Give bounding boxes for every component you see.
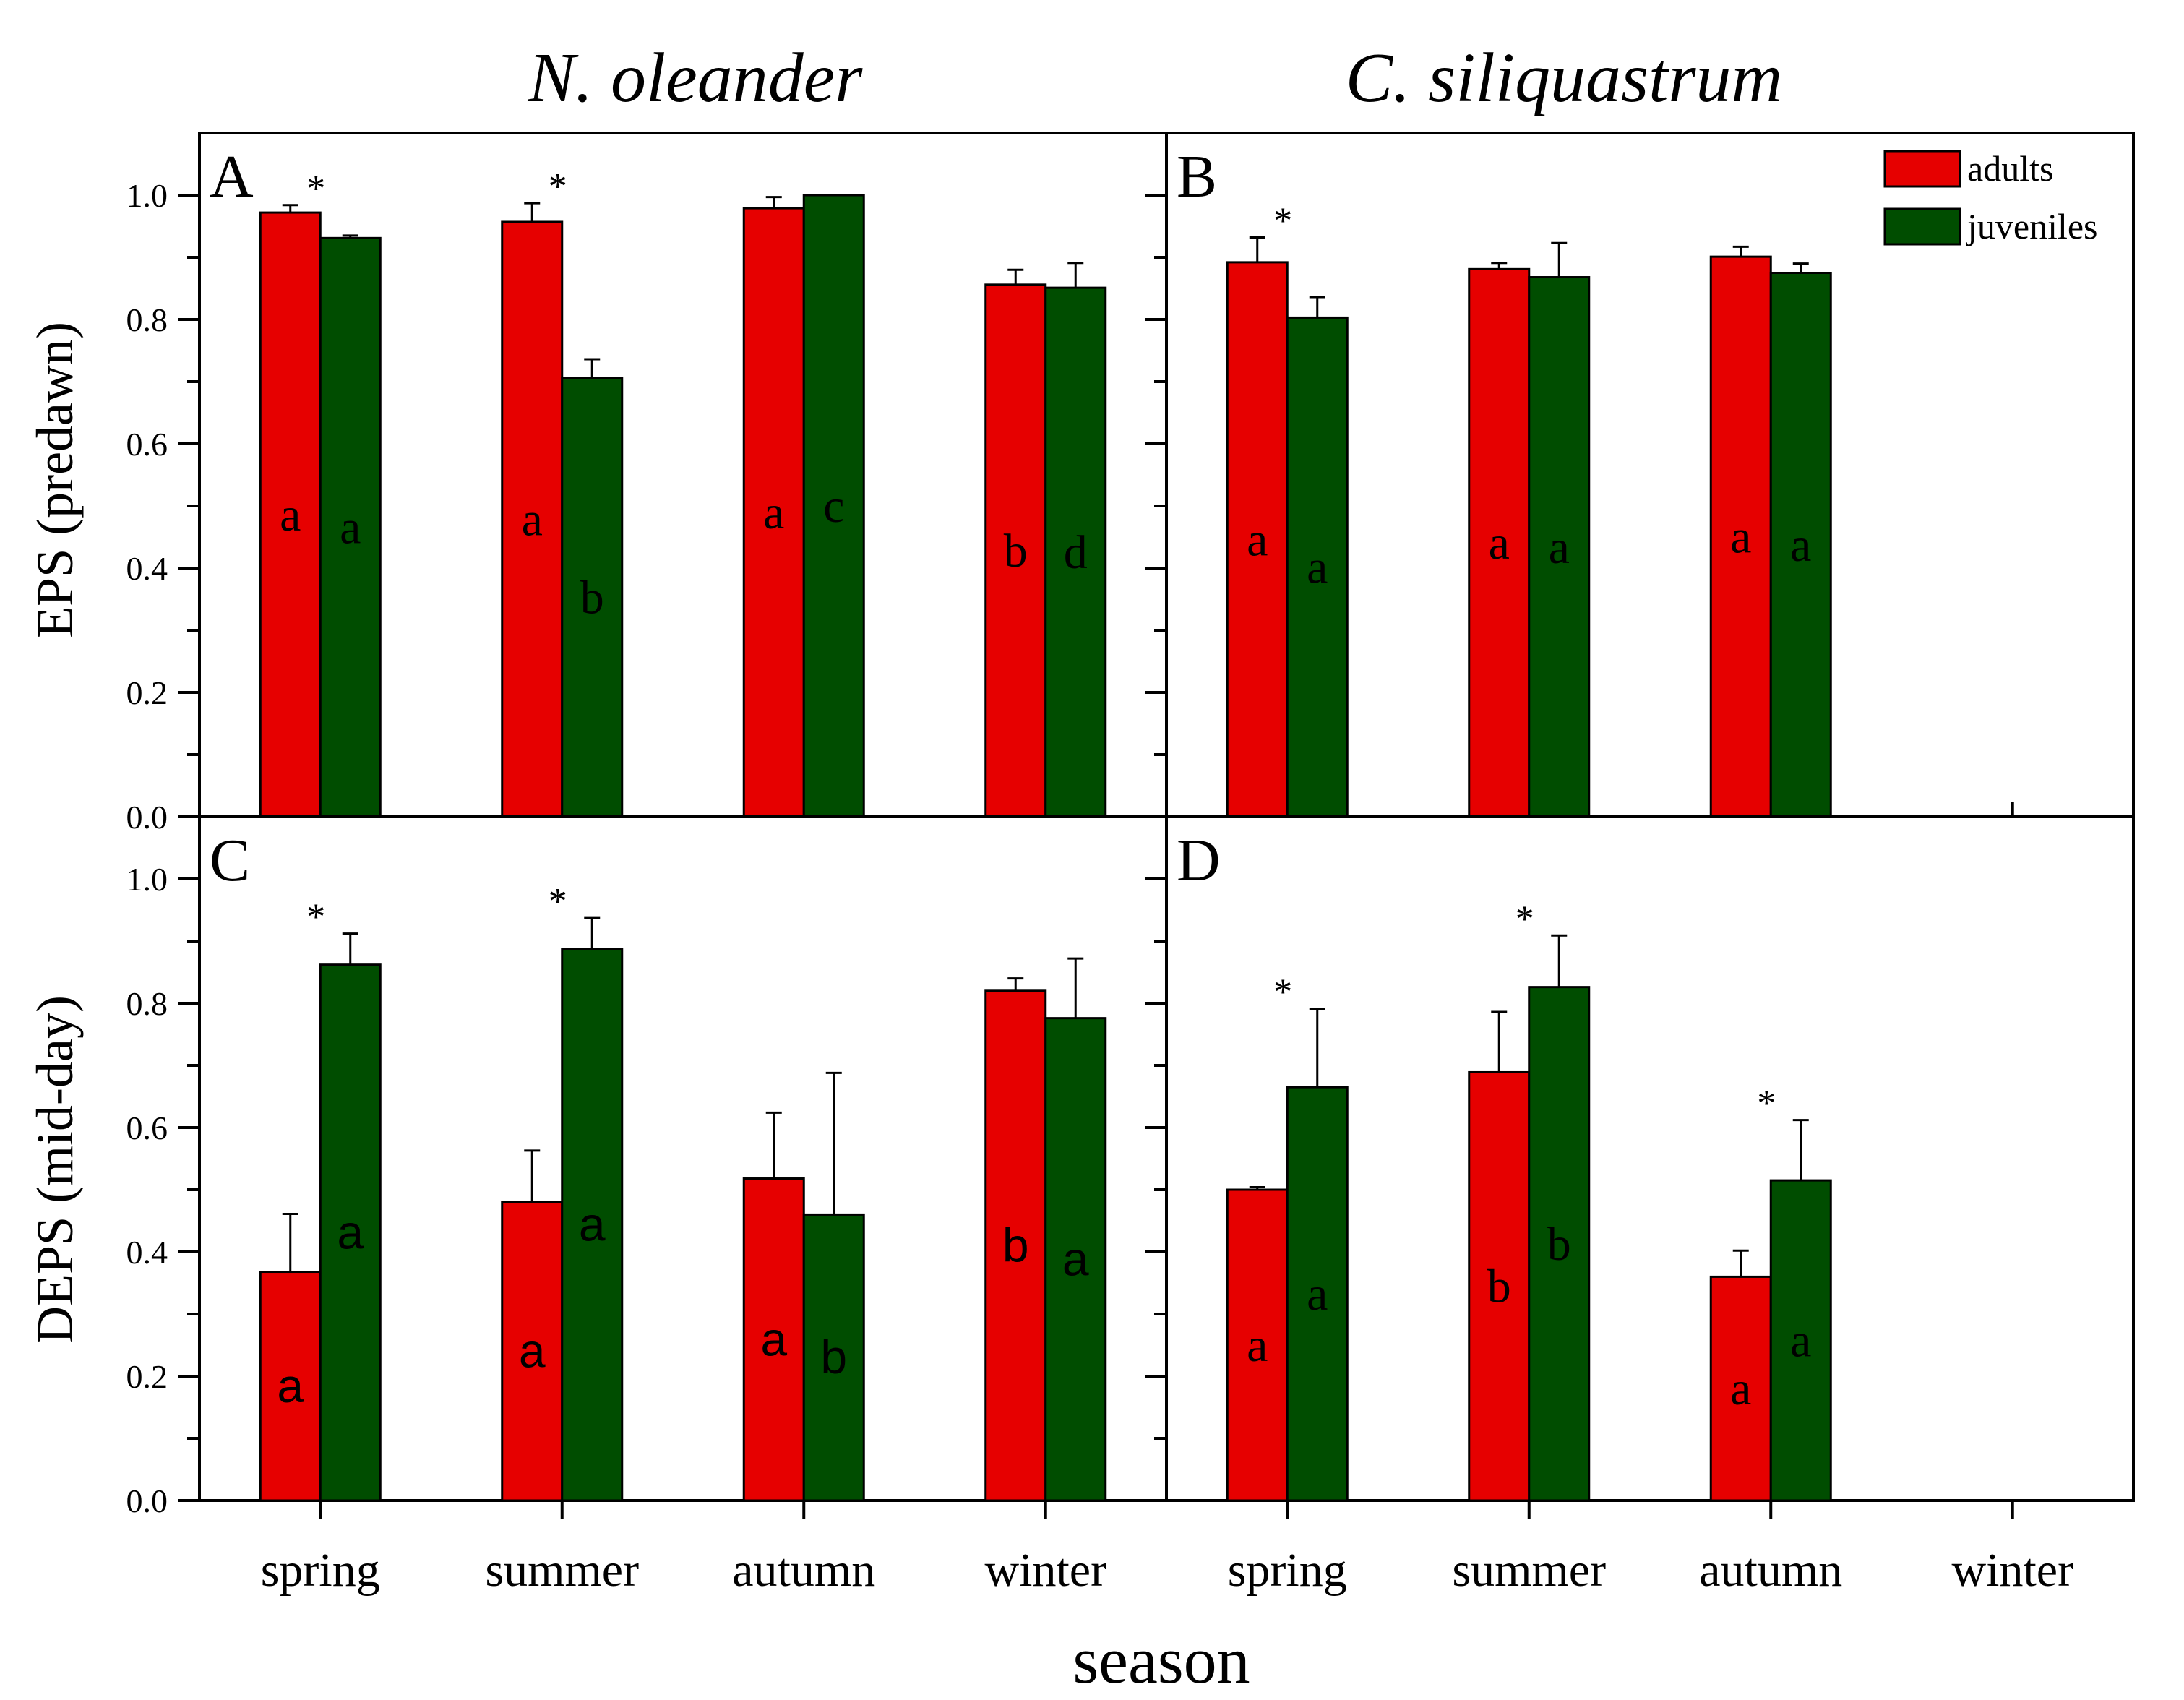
significance-letter-b-juveniles-1: a — [1549, 521, 1570, 574]
bar-d-adults-2 — [1709, 1275, 1772, 1502]
significance-letter-b-juveniles-2: a — [1790, 519, 1811, 572]
significance-letter-c-adults-3: b — [1002, 1218, 1029, 1271]
y-tick-label-a-10: 1.0 — [126, 177, 168, 214]
bar-d-adults-0 — [1226, 1188, 1289, 1502]
significance-star-d-0: * — [1273, 972, 1292, 1013]
significance-letter-b-adults-0: a — [1247, 513, 1268, 566]
x-tick-label-c-summer: summer — [485, 1544, 639, 1597]
significance-star-c-1: * — [549, 881, 567, 922]
x-axis-title: season — [1072, 1623, 1250, 1697]
bar-c-adults-1 — [501, 1201, 564, 1502]
bar-c-adults-3 — [984, 989, 1047, 1502]
y-axis-title-bottom: DEPS (mid-day) — [26, 995, 84, 1344]
significance-letter-d-adults-2: a — [1730, 1362, 1751, 1415]
y-tick-label-a-8: 0.8 — [126, 301, 168, 338]
bar-c-juveniles-0 — [319, 963, 382, 1502]
bar-a-juveniles-1 — [561, 377, 624, 818]
bar-a-adults-2 — [742, 207, 805, 818]
significance-letter-c-adults-0: a — [277, 1359, 304, 1412]
bar-d-juveniles-0 — [1286, 1086, 1349, 1502]
y-tick-label-a-6: 0.6 — [126, 426, 168, 463]
bar-b-juveniles-0 — [1286, 316, 1349, 818]
x-tick-label-d-autumn: autumn — [1699, 1544, 1842, 1597]
significance-letter-c-juveniles-3: a — [1062, 1232, 1089, 1285]
bar-b-adults-2 — [1709, 255, 1772, 818]
significance-star-a-0: * — [306, 168, 325, 210]
y-tick-label-a-0: 0.0 — [126, 799, 168, 836]
y-tick-label-a-2: 0.2 — [126, 674, 168, 711]
bar-c-juveniles-2 — [802, 1213, 865, 1502]
panel-letter-b: B — [1177, 143, 1217, 210]
legend-label-juveniles: juveniles — [1966, 206, 2098, 246]
y-tick-label-c-2: 0.2 — [126, 1358, 168, 1395]
bar-b-adults-1 — [1468, 267, 1531, 818]
significance-letter-b-adults-2: a — [1730, 511, 1751, 564]
legend-swatch-juveniles — [1883, 207, 1961, 246]
y-tick-label-c-4: 0.4 — [126, 1234, 168, 1271]
y-tick-label-c-0: 0.0 — [126, 1482, 168, 1519]
significance-star-d-1: * — [1516, 898, 1534, 940]
x-tick-label-d-summer: summer — [1452, 1544, 1606, 1597]
legend-label-adults: adults — [1967, 148, 2053, 189]
significance-star-a-1: * — [549, 166, 567, 207]
x-tick-label-c-autumn: autumn — [732, 1544, 875, 1597]
bar-c-juveniles-3 — [1044, 1017, 1107, 1502]
significance-letter-a-juveniles-2: c — [823, 480, 844, 533]
significance-letter-d-juveniles-2: a — [1790, 1315, 1811, 1368]
significance-letter-a-adults-3: b — [1004, 525, 1028, 578]
bar-d-adults-1 — [1468, 1070, 1531, 1502]
y-tick-label-a-4: 0.4 — [126, 550, 168, 587]
significance-letter-c-juveniles-1: a — [579, 1198, 606, 1251]
significance-star-d-2: * — [1757, 1083, 1776, 1125]
bar-a-juveniles-2 — [802, 194, 865, 818]
significance-letter-a-juveniles-0: a — [340, 502, 361, 554]
y-tick-label-c-10: 1.0 — [126, 861, 168, 898]
bar-a-juveniles-0 — [319, 236, 382, 818]
panel-letter-c: C — [210, 827, 250, 894]
significance-letter-a-juveniles-1: b — [580, 571, 604, 624]
bar-d-juveniles-2 — [1769, 1179, 1832, 1502]
y-axis-title-top: EPS (predawn) — [26, 322, 84, 638]
significance-letter-a-juveniles-3: d — [1064, 526, 1088, 579]
significance-letter-d-adults-1: b — [1487, 1261, 1511, 1313]
panel-letter-d: D — [1177, 827, 1221, 894]
x-tick-label-c-spring: spring — [261, 1544, 380, 1597]
significance-letter-a-adults-1: a — [522, 493, 543, 546]
significance-letter-d-adults-0: a — [1247, 1319, 1268, 1372]
significance-letter-c-juveniles-2: b — [820, 1330, 847, 1383]
x-tick-label-d-winter: winter — [1951, 1544, 2073, 1597]
significance-star-c-0: * — [306, 897, 325, 938]
panel-frame-d — [1165, 815, 2135, 1502]
significance-letter-a-adults-2: a — [763, 486, 784, 539]
panel-letter-a: A — [210, 143, 254, 210]
bar-b-juveniles-1 — [1528, 276, 1591, 818]
significance-letter-b-adults-1: a — [1489, 517, 1510, 570]
significance-letter-b-juveniles-0: a — [1307, 541, 1328, 594]
species-title-left: N. oleander — [528, 39, 864, 117]
bar-c-adults-0 — [259, 1271, 322, 1502]
bar-c-juveniles-1 — [561, 948, 624, 1502]
significance-letter-c-juveniles-0: a — [337, 1205, 364, 1258]
y-tick-label-c-8: 0.8 — [126, 985, 168, 1022]
legend-swatch-adults — [1883, 150, 1961, 188]
y-tick-label-c-6: 0.6 — [126, 1109, 168, 1146]
significance-letter-c-adults-1: a — [519, 1324, 546, 1378]
bar-c-adults-2 — [742, 1177, 805, 1502]
legend: adults juveniles — [1883, 148, 2098, 246]
significance-letter-c-adults-2: a — [760, 1312, 787, 1365]
x-tick-label-d-spring: spring — [1228, 1544, 1347, 1597]
significance-star-b-0: * — [1273, 200, 1292, 241]
significance-letter-a-adults-0: a — [280, 489, 301, 541]
x-tick-label-c-winter: winter — [984, 1544, 1106, 1597]
significance-letter-d-juveniles-0: a — [1307, 1268, 1328, 1321]
species-title-right: C. siliquastrum — [1346, 39, 1782, 117]
bar-d-juveniles-1 — [1528, 986, 1591, 1502]
significance-letter-d-juveniles-1: b — [1547, 1218, 1571, 1271]
